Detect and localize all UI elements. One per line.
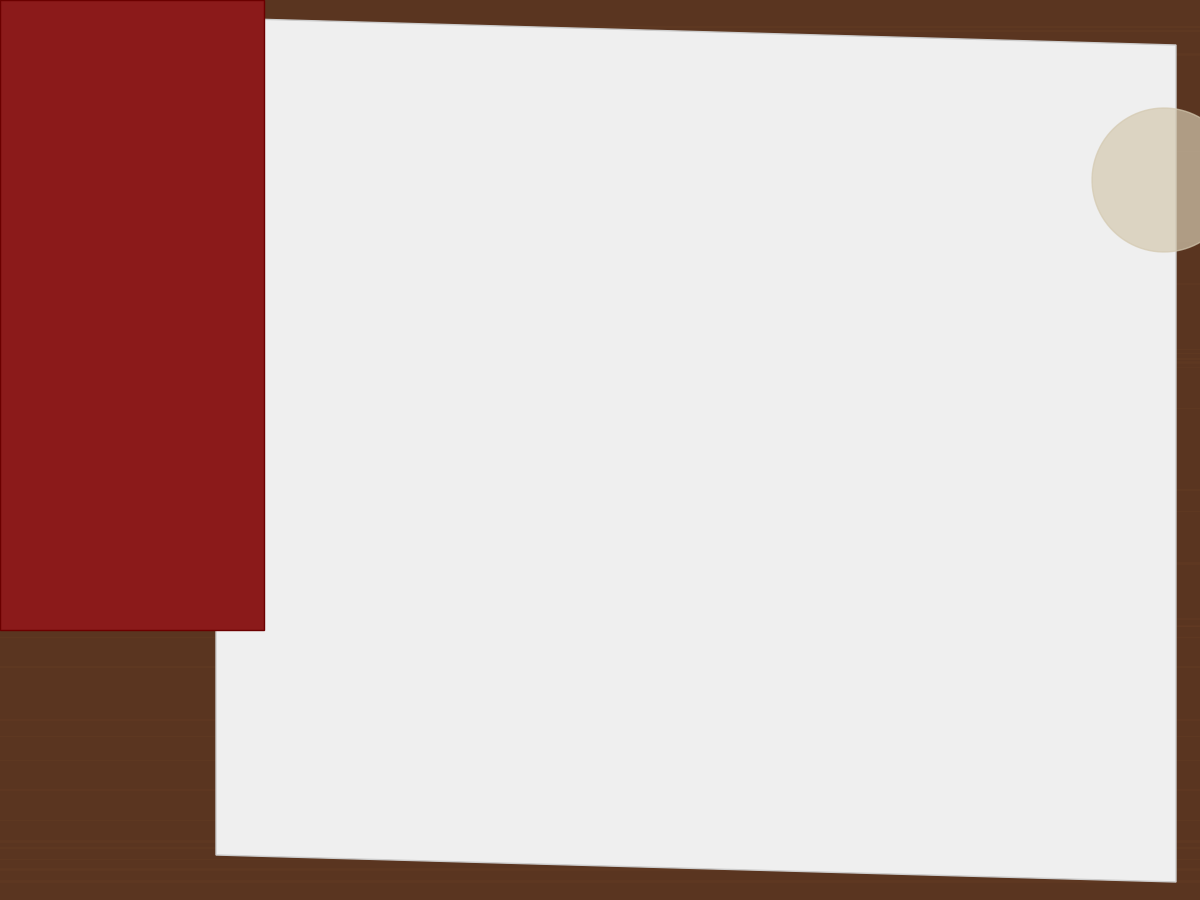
Text: D: D — [962, 474, 977, 492]
Text: C: C — [962, 222, 977, 240]
Polygon shape — [216, 18, 1176, 882]
Text: 22. The graph shows the variation with time of the output voltage V for the rota: 22. The graph shows the variation with t… — [240, 53, 916, 68]
Text: V: V — [235, 274, 245, 289]
Polygon shape — [1092, 108, 1200, 252]
Text: V: V — [235, 526, 245, 541]
Text: best showing the new voltage output?: best showing the new voltage output? — [240, 209, 562, 224]
Text: V: V — [679, 526, 689, 541]
Text: coil generator.: coil generator. — [240, 105, 371, 120]
Text: time: time — [702, 597, 731, 609]
Text: time: time — [1146, 597, 1175, 609]
Text: B: B — [480, 474, 494, 492]
Text: Now the coil of the generator is rotating faster, which from the following graph: Now the coil of the generator is rotatin… — [240, 157, 899, 172]
Text: V: V — [679, 274, 689, 289]
Text: A: A — [480, 222, 494, 240]
Polygon shape — [0, 0, 264, 630]
Text: time: time — [1146, 345, 1175, 357]
Text: time: time — [702, 345, 731, 357]
